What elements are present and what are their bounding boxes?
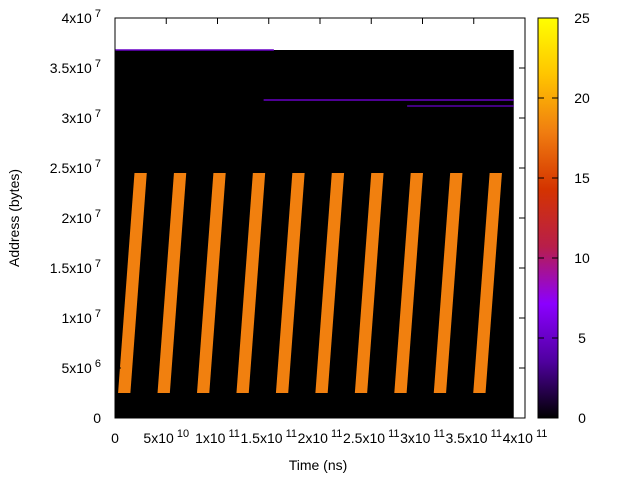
y-tick-label: 5x10 6 <box>61 358 101 376</box>
y-tick-label: 0 <box>93 410 101 426</box>
x-tick-label: 4x10 11 <box>503 428 548 446</box>
x-tick-label: 1.5x10 11 <box>240 428 297 446</box>
y-tick-label: 1.5x10 7 <box>50 258 101 276</box>
x-tick-label: 2x10 11 <box>298 428 343 446</box>
heatmap-band <box>197 173 226 393</box>
heatmap-band <box>394 173 424 393</box>
colorbar: 0 5 10 15 20 25 <box>537 10 590 426</box>
y-tick-label: 2x10 7 <box>61 208 101 226</box>
heatmap-band <box>275 173 305 393</box>
y-tick-label: 3.5x10 7 <box>50 58 101 76</box>
y-tick-label: 3x10 7 <box>61 108 101 126</box>
x-tick-label: 0 <box>111 430 119 446</box>
y-axis-ticks: 0 5x10 6 1x10 7 1.5x10 7 2x10 7 2.5x10 7 3x10 … <box>50 8 525 426</box>
colorbar-gradient <box>538 18 558 418</box>
x-tick-label: 3.5x10 11 <box>445 428 502 446</box>
heatmap-band <box>473 173 502 393</box>
colorbar-tick-label: 25 <box>574 10 590 26</box>
heatmap-band <box>157 173 187 393</box>
heatmap <box>115 49 514 418</box>
y-tick-label: 1x10 7 <box>61 308 101 326</box>
colorbar-tick-label: 5 <box>578 330 586 346</box>
y-tick-label: 4x10 7 <box>61 8 101 26</box>
colorbar-tick-label: 20 <box>574 90 590 106</box>
y-axis-title: Address (bytes) <box>6 169 22 267</box>
colorbar-ticks: 0 5 10 15 20 25 <box>538 10 590 426</box>
x-axis-ticks: 0 5x10 10 1x10 11 1.5x10 11 2x10 11 2.5x10 11… <box>111 18 547 446</box>
colorbar-tick-label: 10 <box>574 250 590 266</box>
heatmap-band <box>315 173 345 393</box>
y-tick-label: 2.5x10 7 <box>50 158 101 176</box>
heatmap-band <box>433 173 463 393</box>
x-tick-label: 3x10 11 <box>400 428 445 446</box>
heatmap-band <box>118 173 147 393</box>
colorbar-tick-label: 0 <box>578 410 586 426</box>
heatmap-band <box>236 173 266 393</box>
colorbar-frame <box>537 17 559 419</box>
x-tick-label: 5x10 10 <box>143 428 189 446</box>
colorbar-tick-label: 15 <box>574 170 590 186</box>
x-tick-label: 1x10 11 <box>195 428 240 446</box>
x-axis-title: Time (ns) <box>289 457 348 473</box>
heatmap-band <box>354 173 384 393</box>
plot-area <box>114 17 526 419</box>
x-tick-label: 2.5x10 11 <box>343 428 400 446</box>
